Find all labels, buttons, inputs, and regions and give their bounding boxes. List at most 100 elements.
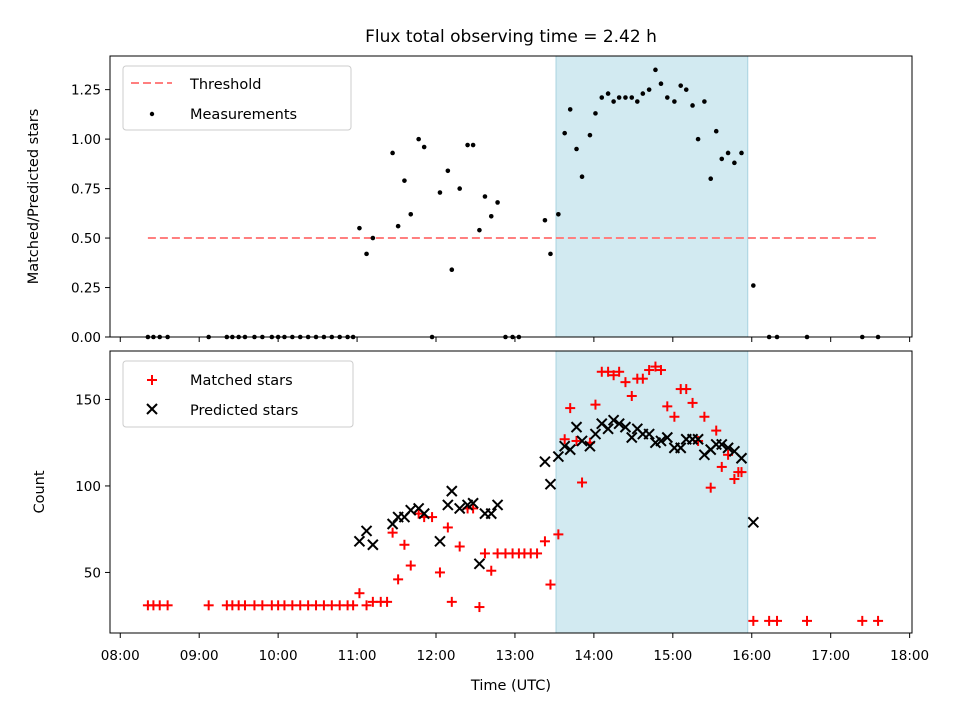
- time-x-tick-label: 10:00: [259, 648, 298, 664]
- matched-star-point: [716, 461, 727, 472]
- matched-star-point: [203, 600, 214, 611]
- ratio-y-tick-label: 0.75: [71, 182, 101, 198]
- measurement-point: [395, 223, 401, 229]
- time-x-tick-label: 16:00: [732, 648, 771, 664]
- observing-window-shade: [555, 350, 749, 634]
- measurement-point: [634, 99, 640, 104]
- predicted-star-point: [446, 485, 458, 497]
- legend-matched-swatch: [147, 375, 157, 385]
- predicted-star-point: [552, 450, 565, 463]
- matched-star-point: [857, 615, 868, 626]
- predicted-star-point: [747, 516, 760, 528]
- predicted-star-point: [473, 558, 486, 570]
- matched-star-point: [669, 411, 680, 422]
- measurement-point: [678, 83, 684, 88]
- matched-star-point: [387, 527, 398, 538]
- predicted-star-point: [544, 478, 557, 490]
- measurement-point: [556, 212, 561, 217]
- matched-star-point: [729, 474, 740, 485]
- ratio-y-tick-label: 0.00: [71, 330, 101, 346]
- ratio-y-axis-label: Matched/Predicted stars: [26, 109, 42, 285]
- count-y-tick-label: 150: [75, 392, 101, 408]
- measurement-point: [611, 99, 616, 104]
- predicted-star-point: [661, 431, 674, 444]
- count-legend: Matched stars Predicted stars: [122, 360, 354, 428]
- measurement-point: [488, 213, 494, 219]
- predicted-star-point: [619, 421, 632, 433]
- measurement-point: [567, 107, 573, 112]
- measurement-point: [702, 99, 707, 104]
- matched-star-point: [802, 615, 813, 626]
- time-x-tick-label: 17:00: [811, 648, 850, 664]
- measurement-point: [708, 176, 714, 181]
- predicted-star-point: [453, 502, 466, 515]
- time-x-tick-label: 08:00: [101, 648, 140, 664]
- predicted-star-point: [735, 452, 748, 464]
- measurement-point: [495, 200, 500, 205]
- matched-star-point: [687, 397, 698, 408]
- ratio-panel: 0.00 0.25 0.50 0.75 1.00 1.25 Flux total obse…: [26, 27, 913, 346]
- matched-star-point: [553, 529, 564, 540]
- matched-star-point: [748, 615, 759, 626]
- measurement-point: [548, 251, 553, 257]
- predicted-star-point: [434, 535, 446, 548]
- matched-star-point: [393, 574, 404, 585]
- measurement-point: [370, 235, 376, 241]
- predicted-star-point: [570, 421, 583, 433]
- measurement-point: [629, 95, 635, 100]
- matched-star-point: [614, 366, 625, 377]
- time-x-tick-label: 11:00: [338, 648, 377, 664]
- matched-star-point: [873, 615, 884, 626]
- matched-star-point: [348, 600, 359, 611]
- matched-star-point: [711, 425, 722, 436]
- matched-star-point: [590, 399, 601, 410]
- measurement-point: [579, 174, 585, 180]
- measurement-point: [587, 132, 593, 138]
- measurement-point: [449, 267, 455, 273]
- measurement-point: [416, 136, 421, 142]
- predicted-star-point: [576, 435, 588, 447]
- time-x-tick-label: 09:00: [180, 648, 219, 664]
- measurement-point: [599, 95, 605, 100]
- measurement-point: [732, 160, 737, 166]
- ratio-panel-frame: [109, 55, 913, 338]
- matched-star-point: [637, 373, 648, 384]
- measurement-point: [672, 99, 677, 104]
- legend-threshold-label: Threshold: [189, 77, 261, 93]
- matched-star-point: [257, 600, 268, 611]
- ratio-axis-ticks: 0.00 0.25 0.50 0.75 1.00 1.25: [71, 83, 911, 346]
- matched-star-point: [559, 434, 570, 445]
- predicted-star-point: [558, 440, 571, 452]
- measurement-point: [445, 168, 451, 174]
- measurement-point: [646, 87, 652, 92]
- ratio-y-tick-label: 1.00: [71, 132, 101, 148]
- measurement-point: [653, 67, 658, 73]
- predicted-star-point: [613, 417, 625, 430]
- matched-star-point: [736, 467, 747, 478]
- legend-predicted-swatch: [146, 403, 158, 415]
- predicted-star-point: [442, 499, 454, 511]
- matched-star-point: [532, 548, 543, 559]
- measurement-point: [357, 225, 362, 231]
- measurement-point: [574, 146, 579, 152]
- count-axis-ticks: 50 100 150 08:00 09:00 10:00 11:00 12:00 13:00 14…: [75, 392, 929, 664]
- measurement-point: [719, 156, 725, 162]
- count-y-tick-label: 50: [84, 565, 101, 581]
- matched-star-point: [446, 596, 457, 607]
- measurement-point: [658, 81, 664, 87]
- predicted-star-point: [367, 539, 379, 551]
- predicted-star-point: [626, 431, 638, 444]
- count-y-tick-label: 100: [75, 479, 101, 495]
- matched-star-point: [565, 403, 576, 414]
- time-x-axis-label: Time (UTC): [470, 678, 551, 694]
- time-x-tick-label: 15:00: [653, 648, 692, 664]
- ratio-y-tick-label: 0.25: [71, 281, 101, 297]
- matched-star-point: [772, 615, 783, 626]
- ratio-y-tick-label: 1.25: [71, 83, 101, 99]
- measurement-point: [390, 150, 395, 156]
- legend-predicted-label: Predicted stars: [190, 403, 298, 419]
- count-legend-box: [122, 360, 354, 428]
- measurement-points: [145, 67, 881, 340]
- predicted-star-point: [353, 535, 366, 548]
- matched-star-point: [486, 565, 497, 576]
